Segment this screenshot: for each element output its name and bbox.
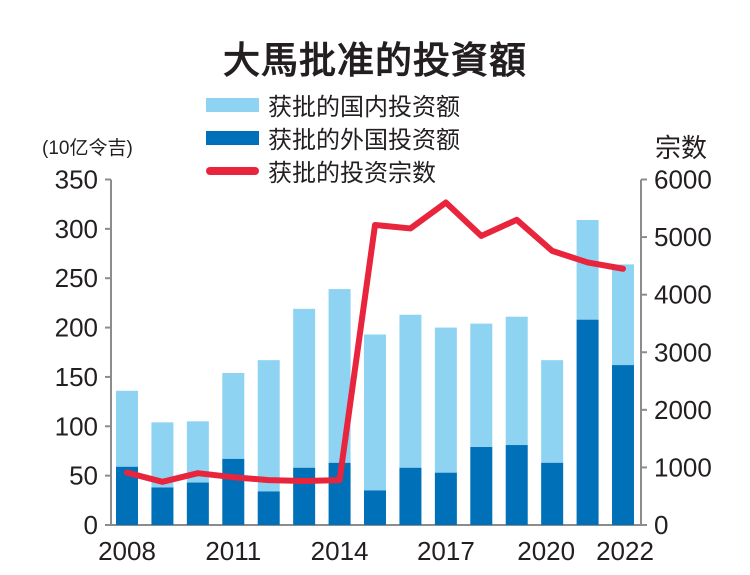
y-tick-label-right: 6000 bbox=[654, 165, 712, 195]
y-tick-label-left: 100 bbox=[55, 411, 98, 441]
chart-title: 大馬批准的投資額 bbox=[223, 39, 527, 82]
bar-foreign bbox=[257, 491, 280, 525]
legend-item-domestic: 获批的国内投资额 bbox=[206, 88, 460, 121]
legend-item-count: 获批的投资宗数 bbox=[206, 154, 460, 187]
y-tick-label-right: 4000 bbox=[654, 280, 712, 310]
bar-foreign bbox=[364, 490, 387, 525]
bar-domestic bbox=[541, 360, 564, 463]
bar-foreign bbox=[612, 365, 635, 525]
bar-domestic bbox=[116, 390, 138, 467]
bar-domestic bbox=[576, 219, 599, 320]
x-tick-label: 2020 bbox=[517, 536, 575, 566]
bar-foreign bbox=[293, 467, 316, 525]
x-tick-label: 2014 bbox=[311, 536, 369, 566]
bar-foreign bbox=[186, 482, 209, 525]
y-tick-label-right: 5000 bbox=[654, 222, 712, 252]
legend-swatch-domestic bbox=[206, 97, 259, 112]
y-tick-label-right: 1000 bbox=[654, 452, 712, 482]
bar-foreign bbox=[222, 458, 245, 525]
y-tick-label-left: 350 bbox=[55, 165, 98, 195]
y-tick-label-left: 150 bbox=[55, 362, 98, 392]
bar-foreign bbox=[576, 319, 599, 525]
legend-swatch-foreign bbox=[206, 130, 259, 145]
legend: 获批的国内投资额 获批的外国投资额 获批的投资宗数 bbox=[206, 88, 460, 187]
y-tick-label-left: 300 bbox=[55, 214, 98, 244]
legend-item-foreign: 获批的外国投资额 bbox=[206, 121, 460, 154]
y-tick-label-left: 200 bbox=[55, 313, 98, 343]
bar-domestic bbox=[470, 323, 493, 448]
x-tick-label: 2008 bbox=[98, 536, 156, 566]
bar-domestic bbox=[434, 327, 457, 473]
bar-foreign bbox=[151, 487, 174, 525]
bar-foreign bbox=[470, 447, 493, 525]
x-tick-label: 2022 bbox=[596, 536, 654, 566]
bar-domestic bbox=[257, 360, 280, 492]
x-tick-label: 2017 bbox=[417, 536, 475, 566]
bar-foreign bbox=[505, 445, 528, 525]
y-tick-label-right: 2000 bbox=[654, 395, 712, 425]
bar-domestic bbox=[505, 316, 528, 446]
bar-domestic bbox=[399, 314, 422, 468]
bar-foreign bbox=[116, 466, 138, 525]
y-tick-label-left: 50 bbox=[69, 461, 98, 491]
y-tick-label-left: 250 bbox=[55, 263, 98, 293]
bar-foreign bbox=[399, 467, 422, 525]
bar-domestic bbox=[364, 334, 387, 491]
x-tick-label: 2011 bbox=[205, 536, 261, 566]
y-tick-label-right: 3000 bbox=[654, 337, 712, 367]
y-axis-label-right: 宗数 bbox=[655, 134, 708, 164]
bar-domestic bbox=[186, 421, 209, 483]
y-axis-label-left: (10亿令吉) bbox=[42, 138, 133, 159]
y-tick-label-left: 0 bbox=[84, 510, 98, 540]
bar-domestic bbox=[293, 308, 316, 468]
y-tick-label-right: 0 bbox=[654, 510, 668, 540]
legend-label-foreign: 获批的外国投资额 bbox=[268, 126, 460, 154]
bar-domestic bbox=[612, 264, 635, 366]
bar-foreign bbox=[541, 462, 564, 525]
legend-label-count: 获批的投资宗数 bbox=[268, 159, 436, 187]
legend-swatch-count bbox=[206, 166, 259, 175]
bar-domestic bbox=[151, 422, 174, 488]
legend-label-domestic: 获批的国内投资额 bbox=[268, 93, 460, 121]
bar-domestic bbox=[222, 372, 245, 459]
bar-foreign bbox=[434, 472, 457, 525]
